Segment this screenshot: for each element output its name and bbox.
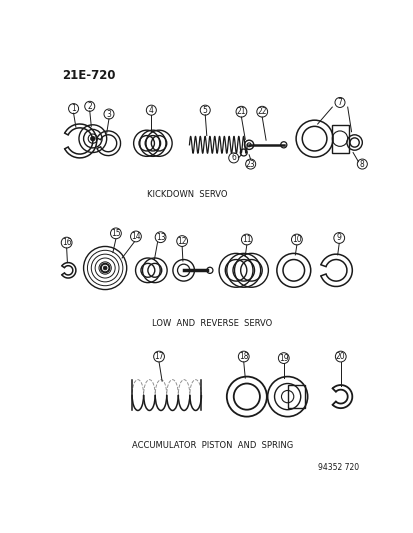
Text: LOW  AND  REVERSE  SERVO: LOW AND REVERSE SERVO <box>152 319 272 328</box>
Bar <box>287 385 304 408</box>
Text: 5: 5 <box>202 106 207 115</box>
Text: 17: 17 <box>154 352 164 361</box>
Text: 19: 19 <box>278 353 288 362</box>
Text: 12: 12 <box>177 237 186 246</box>
Text: 94352 720: 94352 720 <box>317 463 358 472</box>
Text: 21E-720: 21E-720 <box>62 69 115 82</box>
Text: 14: 14 <box>131 232 140 241</box>
Text: KICKDOWN  SERVO: KICKDOWN SERVO <box>147 190 227 199</box>
Text: 3: 3 <box>106 109 111 118</box>
Text: 4: 4 <box>149 106 153 115</box>
Text: 20: 20 <box>335 352 345 361</box>
Text: 22: 22 <box>257 107 266 116</box>
Circle shape <box>103 266 107 270</box>
Text: 23: 23 <box>245 159 255 168</box>
Bar <box>332 125 349 152</box>
Text: 10: 10 <box>291 235 301 244</box>
Text: 8: 8 <box>359 159 364 168</box>
Text: 18: 18 <box>238 352 248 361</box>
Text: 15: 15 <box>111 229 121 238</box>
Text: 11: 11 <box>242 235 251 244</box>
Text: 7: 7 <box>337 98 342 107</box>
Text: 16: 16 <box>62 238 71 247</box>
Circle shape <box>90 136 95 141</box>
Text: 13: 13 <box>155 233 165 241</box>
Text: 9: 9 <box>336 233 341 243</box>
Text: 21: 21 <box>236 107 246 116</box>
Text: ACCUMULATOR  PISTON  AND  SPRING: ACCUMULATOR PISTON AND SPRING <box>131 441 292 450</box>
Text: 2: 2 <box>87 102 92 111</box>
Text: 1: 1 <box>71 104 76 113</box>
Text: 6: 6 <box>231 154 235 163</box>
